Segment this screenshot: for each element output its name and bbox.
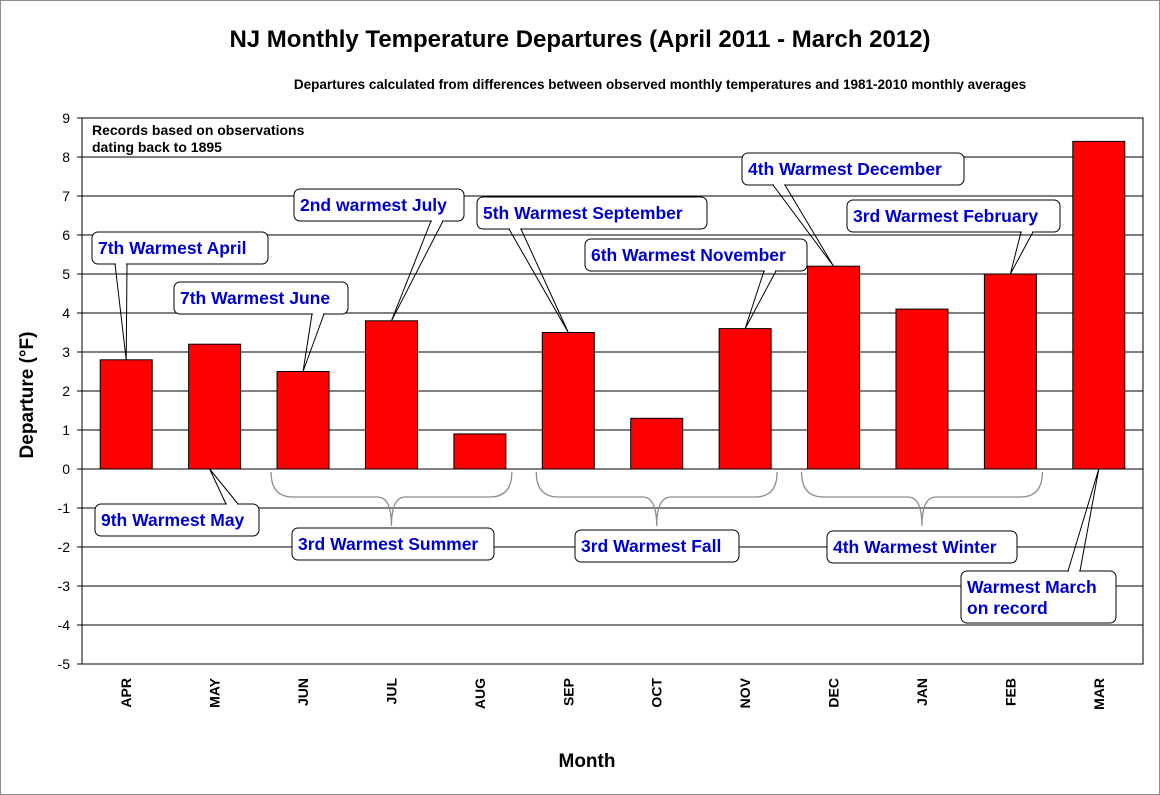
callout-box — [574, 529, 740, 563]
callout-label: 7th Warmest April — [98, 238, 246, 258]
callout-box — [846, 199, 1061, 233]
y-tick-label: 5 — [62, 266, 70, 282]
callout: 5th Warmest September — [476, 196, 708, 333]
y-tick-label: -4 — [58, 617, 71, 633]
callout-label: 3rd Warmest Fall — [581, 536, 721, 556]
x-tick-label: SEP — [560, 678, 576, 706]
callout: 4th Warmest Winter — [826, 530, 1018, 564]
y-tick-label: 4 — [62, 305, 70, 321]
callout-pointer — [1067, 468, 1100, 572]
callout-pointer — [114, 263, 128, 360]
x-tick-label: FEB — [1002, 678, 1018, 706]
callout: 3rd Warmest Summer — [291, 527, 495, 561]
callout-box — [476, 196, 708, 230]
callout-pointer — [302, 313, 325, 372]
callout-pointer — [508, 228, 569, 333]
callout-label: Warmest March — [967, 577, 1097, 597]
chart-title: NJ Monthly Temperature Departures (April… — [229, 26, 931, 53]
callout-box — [94, 503, 260, 537]
callout-box — [741, 152, 965, 186]
callout-pointer — [1009, 231, 1034, 275]
callout: 2nd warmest July — [293, 188, 465, 322]
callout-box — [826, 530, 1018, 564]
callout: 6th Warmest November — [584, 238, 808, 329]
x-tick-label: MAR — [1091, 678, 1107, 710]
callout: 3rd Warmest February — [846, 199, 1061, 275]
callout-pointer — [772, 184, 834, 267]
callout-label: 2nd warmest July — [300, 195, 447, 215]
callout-label: 7th Warmest June — [180, 288, 330, 308]
x-tick-label: AUG — [472, 678, 488, 709]
x-axis-label: Month — [558, 751, 616, 772]
callout: 7th Warmest June — [173, 281, 349, 372]
x-tick-label: OCT — [649, 678, 665, 708]
callout-label: 4th Warmest December — [748, 159, 942, 179]
bar-jul — [364, 320, 418, 470]
bar-jun — [276, 371, 330, 470]
y-tick-label: -1 — [58, 500, 71, 516]
y-tick-label: 2 — [62, 383, 70, 399]
bar-oct — [630, 417, 684, 470]
y-tick-label: 3 — [62, 344, 70, 360]
y-tick-label: 8 — [62, 149, 70, 165]
callout-pointer — [209, 468, 239, 505]
bar-nov — [718, 328, 772, 470]
callout-pointer — [390, 220, 444, 322]
y-tick-label: 6 — [62, 227, 70, 243]
bar-aug — [453, 433, 507, 470]
y-tick-label: -3 — [58, 578, 71, 594]
x-tick-label: JAN — [914, 678, 930, 706]
y-tick-label: -2 — [58, 539, 71, 555]
bar-apr — [99, 359, 153, 470]
y-tick-label: 1 — [62, 422, 70, 438]
x-tick-label: MAY — [207, 677, 223, 707]
bar-may — [188, 343, 242, 470]
callout-label: 5th Warmest September — [483, 203, 683, 223]
bar-dec — [807, 265, 861, 470]
callout-label: 3rd Warmest Summer — [298, 534, 478, 554]
callout-box — [584, 238, 808, 272]
y-tick-label: 7 — [62, 188, 70, 204]
records-note: Records based on observations — [92, 122, 305, 138]
callout-box — [960, 570, 1117, 624]
bar-mar — [1072, 140, 1126, 470]
x-tick-label: JUL — [383, 678, 399, 705]
x-tick-label: DEC — [826, 678, 842, 708]
callout-box — [173, 281, 349, 315]
callout-label: 9th Warmest May — [101, 510, 245, 530]
y-tick-label: 9 — [62, 110, 70, 126]
y-tick-label: -5 — [58, 656, 71, 672]
callout: 7th Warmest April — [91, 231, 269, 360]
bar-jan — [895, 308, 949, 470]
callout-label: on record — [967, 598, 1048, 618]
season-brace — [270, 471, 513, 527]
callout: 9th Warmest May — [94, 468, 260, 537]
records-note: dating back to 1895 — [92, 139, 222, 155]
season-brace — [800, 471, 1044, 527]
callout-label: 6th Warmest November — [591, 245, 786, 265]
callout: 4th Warmest December — [741, 152, 965, 267]
callout-box — [91, 231, 269, 265]
callout-label: 4th Warmest Winter — [833, 537, 997, 557]
season-brace — [535, 471, 778, 527]
x-tick-label: JUN — [295, 678, 311, 706]
callout-box — [293, 188, 465, 222]
chart-subtitle: Departures calculated from differences b… — [293, 77, 1027, 92]
bar-feb — [983, 273, 1037, 470]
x-tick-label: APR — [118, 678, 134, 708]
y-tick-label: 0 — [62, 461, 70, 477]
callout-pointer — [744, 270, 777, 329]
plot-area-border — [81, 117, 1144, 665]
callout: 3rd Warmest Fall — [574, 529, 740, 563]
callout-label: 3rd Warmest February — [853, 206, 1038, 226]
callout-box — [291, 527, 495, 561]
x-tick-label: NOV — [737, 677, 753, 708]
bar-sep — [541, 332, 595, 470]
